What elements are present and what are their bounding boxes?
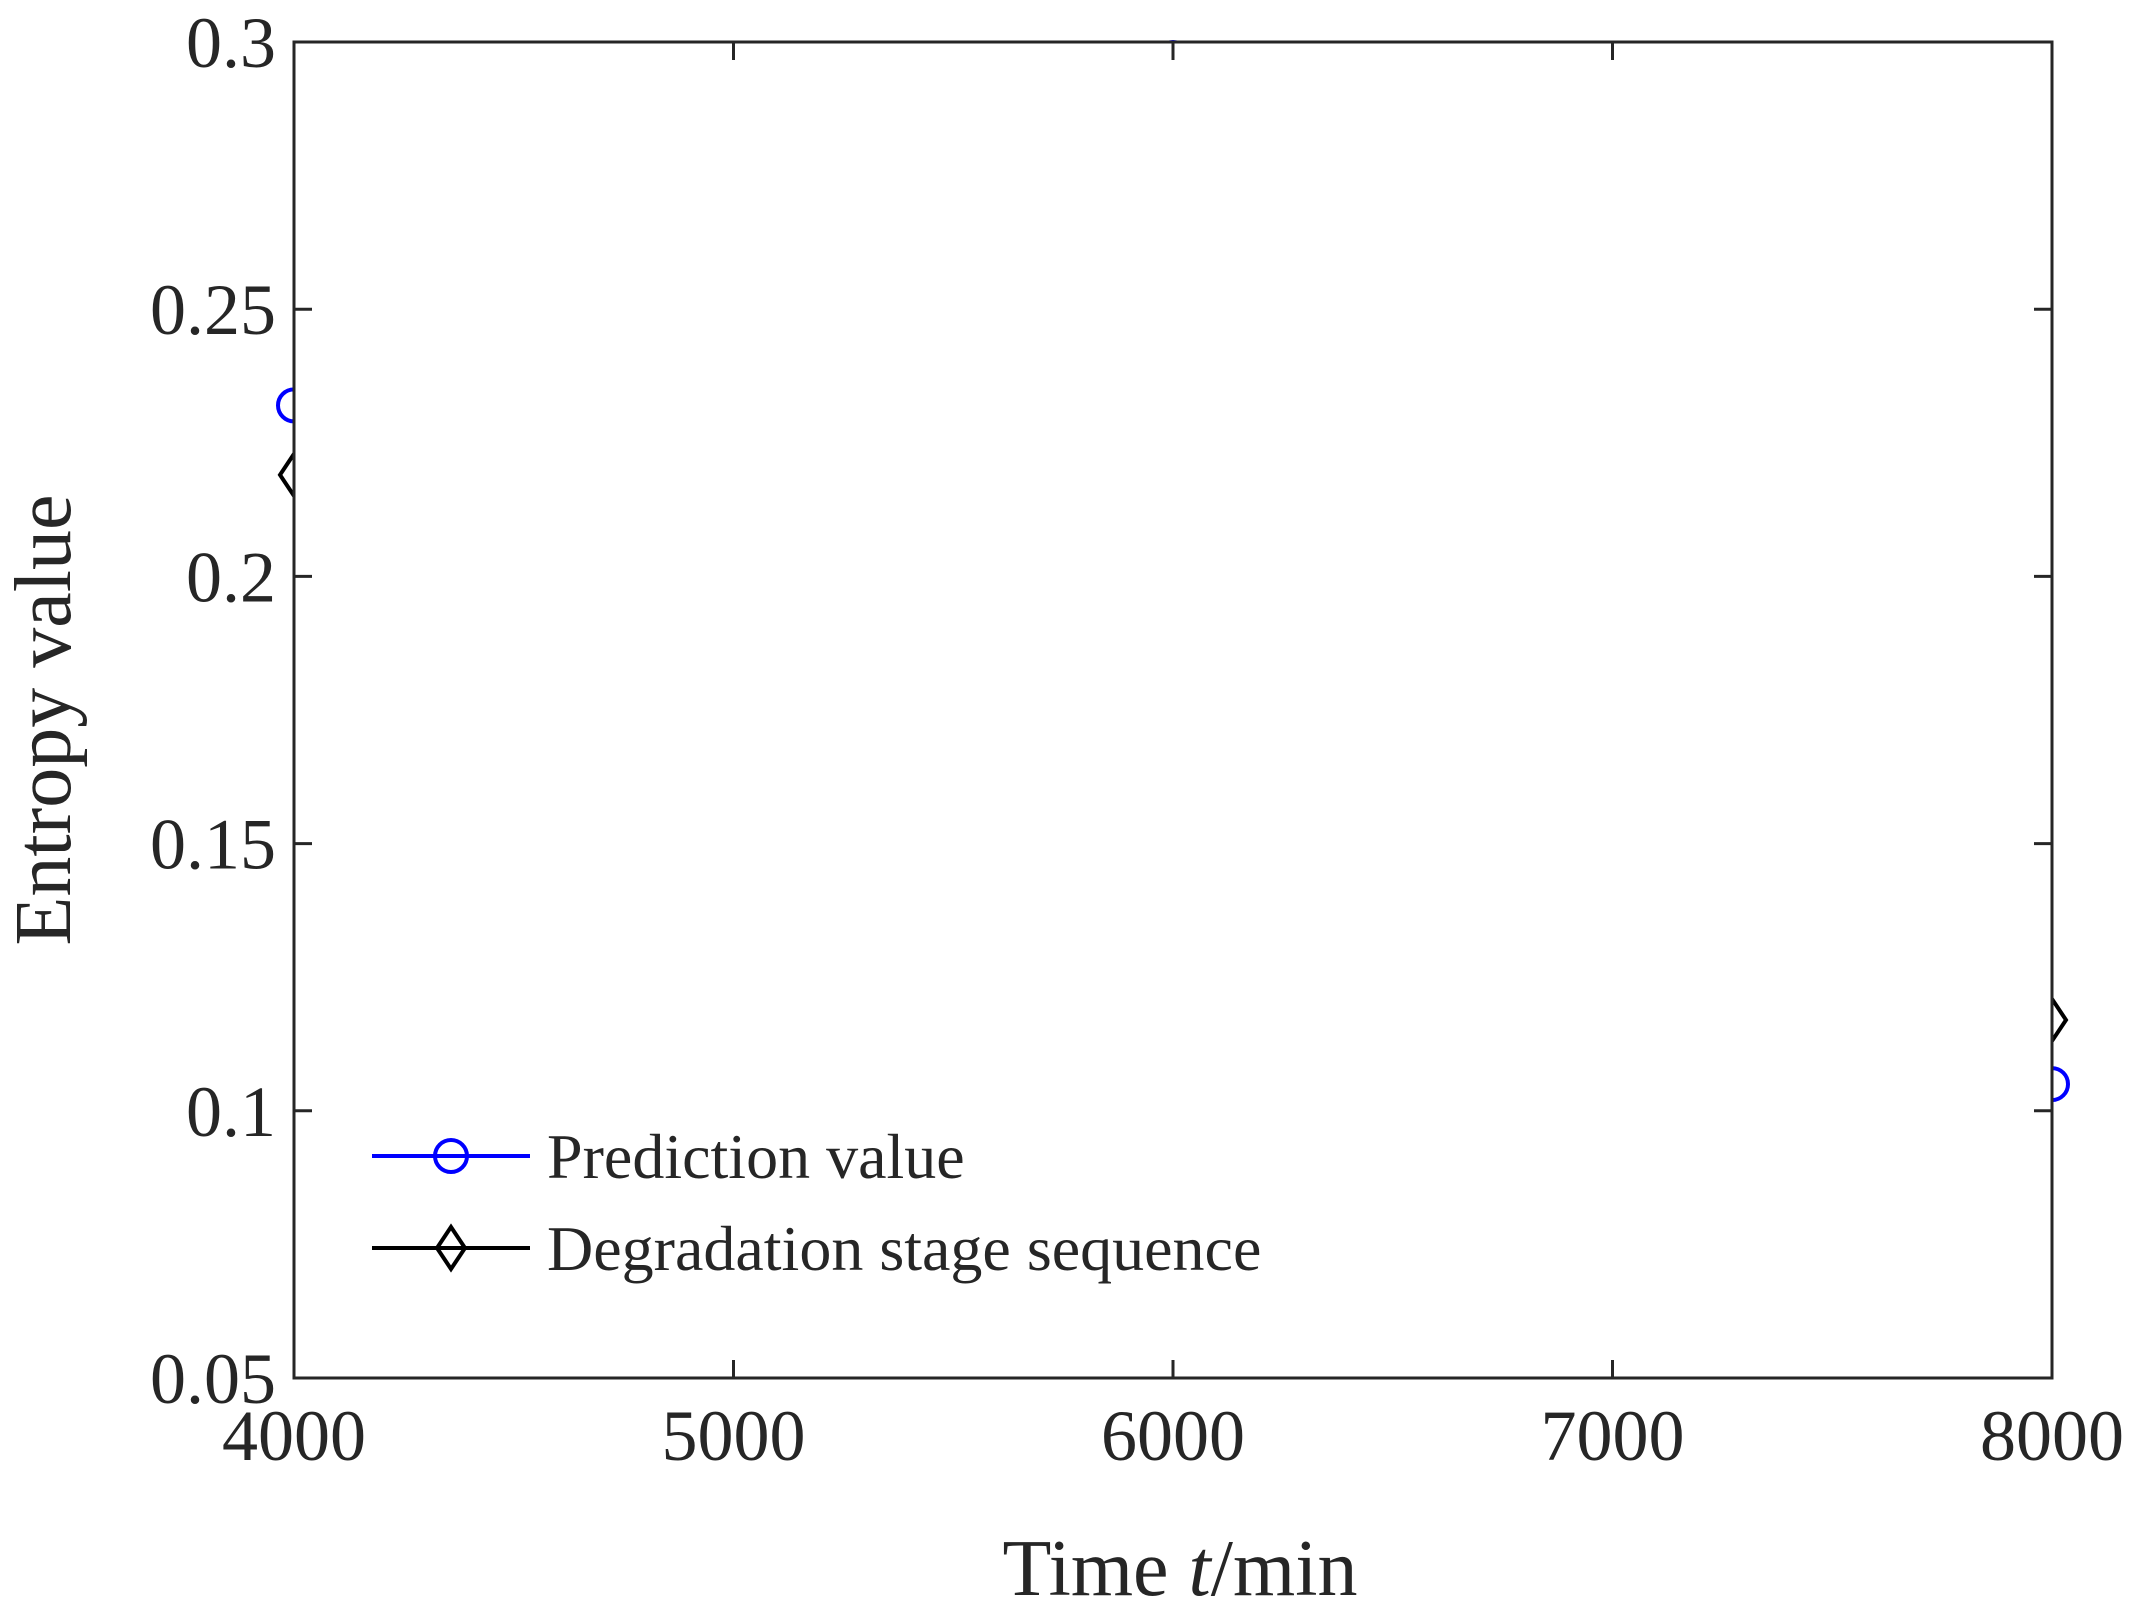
y-tick-label: 0.05 (150, 1339, 276, 1419)
legend-marker (433, 1138, 469, 1174)
legend-marker (434, 1223, 468, 1273)
x-tick-label: 6000 (1101, 1396, 1245, 1476)
y-tick-label: 0.25 (150, 270, 276, 350)
x-tick-label: 8000 (1980, 1396, 2124, 1476)
legend: Prediction value Degradation stage sequen… (372, 1121, 1261, 1284)
y-tick-label: 0.2 (186, 537, 276, 617)
legend-label: Prediction value (547, 1121, 965, 1192)
axes-layer: 4000 5000 6000 7000 8000 0.05 0.1 0.15 0.2 0.25 0.… (150, 3, 2124, 1476)
legend-entry: Degradation stage sequence (372, 1213, 1261, 1284)
x-tick-label: 4000 (222, 1396, 366, 1476)
x-tick-label: 7000 (1541, 1396, 1685, 1476)
legend-entry: Prediction value (372, 1121, 965, 1192)
y-tick-label: 0.3 (186, 3, 276, 83)
y-tick-label: 0.15 (150, 805, 276, 885)
y-tick-label: 0.1 (186, 1072, 276, 1152)
plot-frame (292, 40, 2054, 1380)
x-tick-label: 5000 (662, 1396, 806, 1476)
legend-label: Degradation stage sequence (547, 1213, 1261, 1284)
x-axis-title: Time t/min (1003, 1525, 1358, 1613)
y-axis-title: Entropy value (0, 495, 88, 946)
